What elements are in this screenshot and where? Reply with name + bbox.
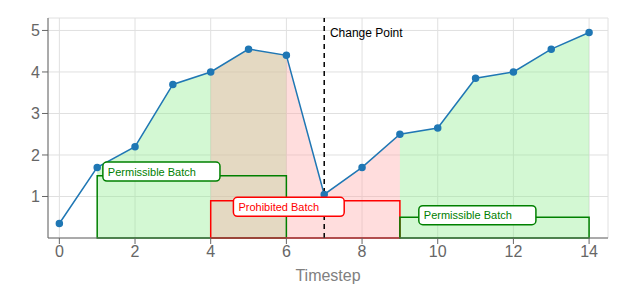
svg-text:14: 14 <box>580 243 598 260</box>
svg-text:Change Point: Change Point <box>330 26 403 40</box>
svg-text:5: 5 <box>31 22 40 39</box>
svg-text:3: 3 <box>31 105 40 122</box>
svg-text:4: 4 <box>31 64 40 81</box>
svg-text:10: 10 <box>429 243 447 260</box>
svg-text:1: 1 <box>31 188 40 205</box>
svg-text:0: 0 <box>55 243 64 260</box>
svg-text:Permissible Batch: Permissible Batch <box>108 166 196 178</box>
svg-text:Permissible Batch: Permissible Batch <box>424 209 512 221</box>
svg-text:4: 4 <box>206 243 215 260</box>
svg-text:2: 2 <box>31 147 40 164</box>
svg-text:Timestep: Timestep <box>295 267 360 284</box>
svg-text:2: 2 <box>131 243 140 260</box>
svg-text:8: 8 <box>358 243 367 260</box>
svg-text:6: 6 <box>282 243 291 260</box>
svg-text:12: 12 <box>505 243 523 260</box>
svg-text:Prohibited Batch: Prohibited Batch <box>238 201 319 213</box>
